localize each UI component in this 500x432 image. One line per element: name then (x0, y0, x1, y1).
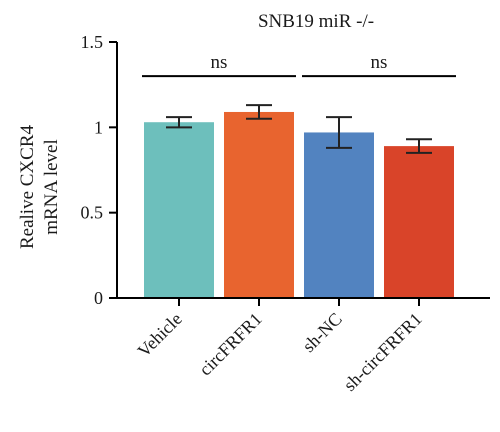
chart-title: SNB19 miR -/- (258, 11, 374, 32)
significance-label-0: ns (211, 52, 228, 73)
x-tick-label-1: circFRFR1 (195, 309, 266, 380)
x-tick-label-2: sh-NC (298, 309, 345, 356)
bar-0 (144, 122, 214, 298)
bar-3 (384, 146, 454, 298)
x-tick-label-0: Vehicle (134, 309, 186, 361)
significance-label-1: ns (371, 52, 388, 73)
y-tick-label-3: 1.5 (81, 32, 104, 52)
bar-2 (304, 132, 374, 298)
y-axis-label-line-1: Realive CXCR4 (17, 124, 38, 249)
y-axis-label: Realive CXCR4 mRNA level (17, 124, 62, 249)
y-tick-label-0: 0 (94, 288, 103, 308)
bar-1 (224, 111, 294, 299)
y-tick-label-2: 1 (94, 117, 103, 137)
x-tick-label-3: sh-circFRFR1 (340, 309, 426, 395)
plot-area: 0 0.5 1 1.5 Vehicle circFRFR1 sh-NCsh-circFRFR… (81, 32, 490, 395)
y-axis-label-line-2: mRNA level (41, 139, 62, 235)
y-tick-label-1: 0.5 (81, 203, 104, 223)
